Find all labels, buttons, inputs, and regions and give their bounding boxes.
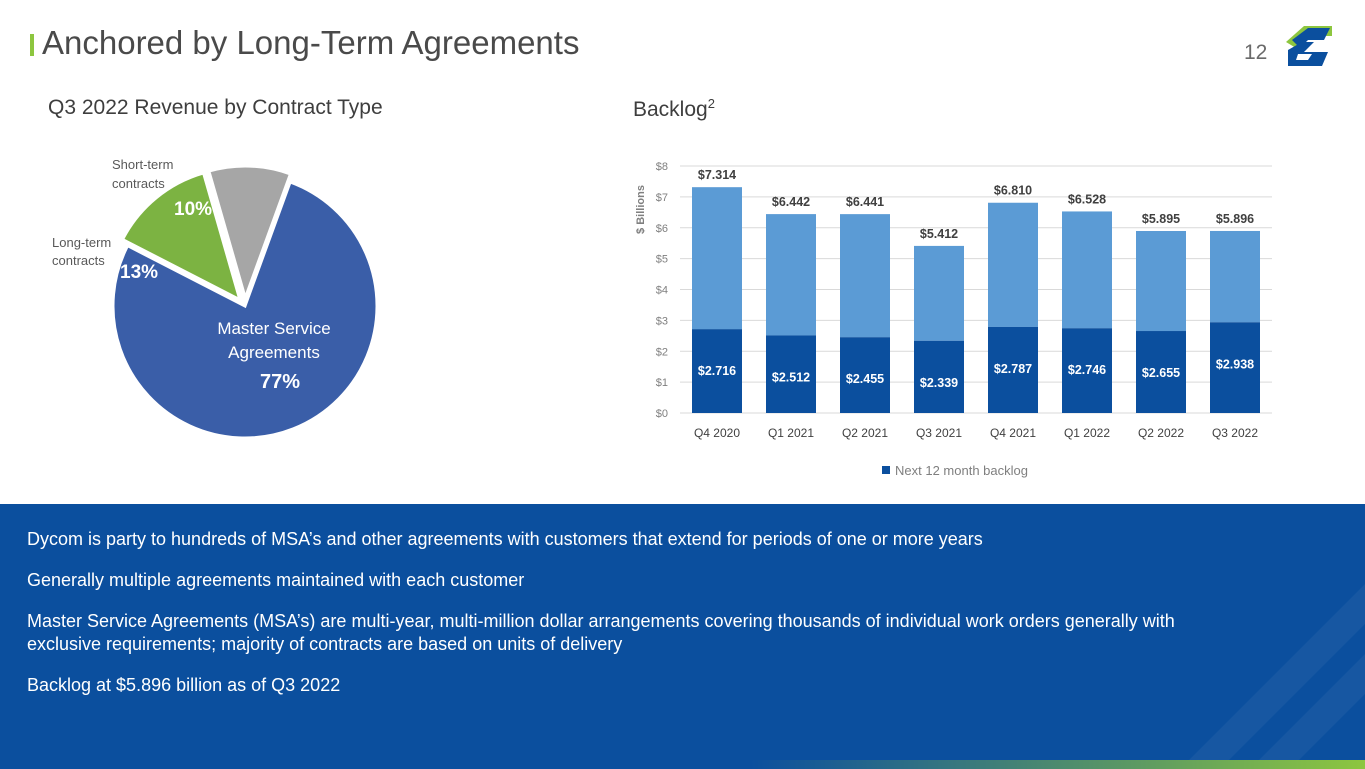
x-tick-label: Q4 2020 [694, 426, 740, 440]
bar-next-12-label: $2.746 [1068, 363, 1106, 377]
bar-total-label: $6.810 [994, 184, 1032, 198]
bar-total-backlog [988, 202, 1038, 327]
bar-total-label: $6.441 [846, 195, 884, 209]
y-axis-label: $ Billions [635, 185, 647, 234]
x-tick-label: Q2 2021 [842, 426, 888, 440]
legend-swatch [882, 466, 890, 474]
summary-bullets: Dycom is party to hundreds of MSA’s and … [27, 528, 1227, 715]
bar-next-12-month [1062, 328, 1112, 413]
bullet-item: Generally multiple agreements maintained… [27, 570, 525, 590]
bar-next-12-month [766, 335, 816, 413]
bar-next-12-label: $2.339 [920, 376, 958, 390]
pie-label: Agreements [228, 343, 320, 362]
bar-next-12-month [1136, 331, 1186, 413]
bar-next-12-label: $2.787 [994, 362, 1032, 376]
page-title: Anchored by Long-Term Agreements [42, 24, 580, 61]
bar-next-12-label: $2.655 [1142, 366, 1180, 380]
decorative-stripes [1180, 584, 1365, 769]
y-tick-label: $2 [656, 346, 668, 358]
bar-chart-title: Backlog2 [633, 96, 715, 122]
title-accent-bar [30, 34, 34, 56]
bar-next-12-month [840, 337, 890, 413]
bar-total-backlog [914, 245, 964, 341]
pie-slice [207, 164, 293, 303]
bar-total-backlog [692, 187, 742, 330]
bar-total-label: $6.442 [772, 195, 810, 209]
bar-total-backlog [1210, 230, 1260, 323]
company-logo-icon [1286, 26, 1332, 66]
pie-chart-title: Q3 2022 Revenue by Contract Type [48, 96, 383, 119]
legend-label: Next 12 month backlog [895, 463, 1028, 478]
x-tick-label: Q3 2021 [916, 426, 962, 440]
pie-slice [111, 180, 379, 440]
bar-next-12-label: $2.938 [1216, 357, 1254, 371]
pie-label: Long-term [52, 235, 111, 250]
bullet-item: Backlog at $5.896 billion as of Q3 2022 [27, 675, 341, 695]
bar-total-label: $5.412 [920, 227, 958, 241]
pie-slice [120, 171, 243, 303]
y-tick-label: $7 [656, 192, 668, 204]
revenue-pie-chart: Master Service Agreements 77% Long-term cont… [52, 157, 379, 440]
bullet-item: Master Service Agreements (MSA’s) are mu… [27, 611, 1175, 654]
pie-pct-label: 10% [174, 199, 212, 220]
bar-total-label: $6.528 [1068, 192, 1106, 206]
pie-pct-label: 13% [120, 262, 158, 283]
bar-chart-title-footnote: 2 [707, 96, 715, 111]
bar-next-12-label: $2.455 [846, 372, 884, 386]
x-tick-label: Q1 2022 [1064, 426, 1110, 440]
bottom-accent-line [0, 760, 1365, 769]
bar-total-label: $7.314 [698, 168, 736, 182]
bullet-item: Dycom is party to hundreds of MSA’s and … [27, 529, 983, 549]
y-tick-label: $6 [656, 223, 668, 235]
page-number: 12 [1244, 41, 1268, 64]
bar-total-label: $5.896 [1216, 212, 1254, 226]
y-tick-label: $1 [656, 377, 668, 389]
x-tick-label: Q1 2021 [768, 426, 814, 440]
bar-total-backlog [1062, 211, 1112, 329]
backlog-bar-chart: $0 $1 $2 $3 $4 $5 $6 $7 $8 $ Billions $7.314 $2.716… [635, 161, 1272, 478]
summary-panel: Dycom is party to hundreds of MSA’s and … [0, 504, 1365, 769]
pie-pct-label: 77% [260, 371, 300, 393]
bar-total-backlog [840, 214, 890, 338]
x-tick-label: Q3 2022 [1212, 426, 1258, 440]
y-tick-label: $0 [656, 408, 668, 420]
y-tick-label: $8 [656, 161, 668, 173]
bar-total-label: $5.895 [1142, 212, 1180, 226]
y-tick-label: $5 [656, 254, 668, 266]
bar-total-backlog [1136, 230, 1186, 332]
bar-next-12-label: $2.716 [698, 364, 736, 378]
y-tick-label: $4 [656, 285, 668, 297]
pie-label: contracts [52, 253, 105, 268]
pie-label: Master Service [217, 319, 330, 338]
bar-total-backlog [766, 214, 816, 336]
pie-label: contracts [112, 176, 165, 191]
bar-next-12-month [1210, 322, 1260, 413]
y-tick-label: $3 [656, 315, 668, 327]
pie-label: Short-term [112, 157, 173, 172]
bar-next-12-month [692, 329, 742, 413]
bar-next-12-label: $2.512 [772, 370, 810, 384]
bar-next-12-month [914, 340, 964, 413]
bar-next-12-month [988, 326, 1038, 413]
bar-chart-title-text: Backlog [633, 98, 708, 121]
x-tick-label: Q4 2021 [990, 426, 1036, 440]
x-tick-label: Q2 2022 [1138, 426, 1184, 440]
